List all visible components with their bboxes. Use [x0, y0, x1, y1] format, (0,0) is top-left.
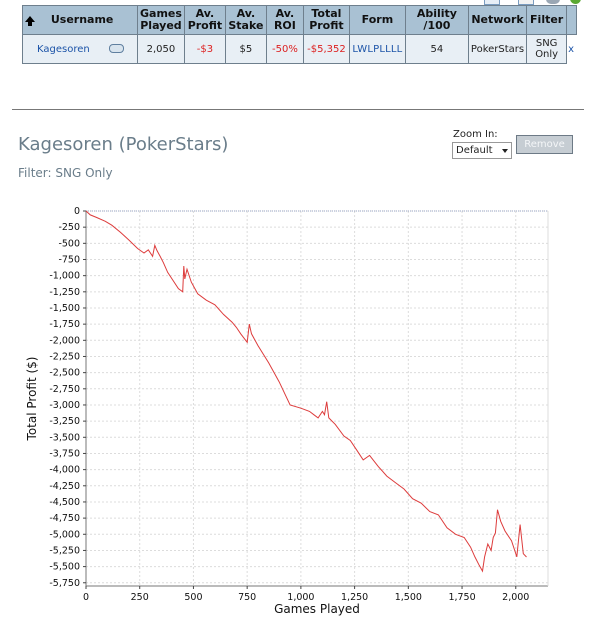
chevron-down-icon [502, 149, 508, 153]
chart-filter-label: Filter: SNG Only [18, 166, 113, 180]
chart-title: Kagesoren (PokerStars) [18, 134, 229, 155]
x-tick-label: 1,500 [395, 592, 422, 603]
y-tick-label: -4,750 [49, 513, 80, 524]
x-tick-label: 1,250 [341, 592, 368, 603]
toolbar-icons [480, 0, 591, 5]
column-header-games-played[interactable]: Games Played [137, 5, 185, 35]
column-header-network[interactable]: Network [467, 5, 528, 35]
zoom-select-value: Default [456, 145, 493, 156]
chart-ticks: 0 -250 -500 -750 -1,000 -1,250 -1,500 -1,750 -2,… [49, 206, 529, 603]
cell-av-stake: $5 [224, 34, 267, 64]
x-tick-label: 250 [131, 592, 149, 603]
column-header-filter[interactable]: Filter [526, 5, 568, 35]
column-header-av-stake[interactable]: Av. Stake [224, 5, 267, 35]
y-tick-label: -1,750 [49, 319, 80, 330]
y-tick-label: -2,750 [49, 384, 80, 395]
column-header-av-roi[interactable]: Av. ROI [265, 5, 304, 35]
y-tick-label: -2,250 [49, 351, 80, 362]
cell-username: Kagesoren [22, 34, 138, 64]
zoom-label: Zoom In: [453, 129, 498, 140]
remove-player-link[interactable]: x [566, 34, 577, 64]
chart-axes [85, 210, 549, 587]
y-tick-label: -4,250 [49, 481, 80, 492]
x-axis-label: Games Played [274, 602, 360, 616]
column-header-username[interactable]: Username [22, 5, 138, 35]
y-tick-label: -1,500 [49, 303, 80, 314]
y-tick-label: -3,750 [49, 448, 80, 459]
player-tag-icon[interactable] [108, 44, 124, 53]
y-tick-label: -750 [58, 254, 80, 265]
table-header-row: Username Games Played Av. Profit Av. Sta… [22, 5, 577, 35]
cell-games-played: 2,050 [137, 34, 185, 64]
y-tick-label: -5,250 [49, 545, 80, 556]
sort-ascending-icon[interactable] [25, 16, 35, 26]
x-tick-label: 500 [184, 592, 202, 603]
x-tick-label: 0 [83, 592, 89, 603]
column-header-form[interactable]: Form [348, 5, 406, 35]
zoom-select[interactable]: Default [452, 142, 512, 159]
cell-network: PokerStars [467, 34, 528, 64]
refresh-icon[interactable] [570, 0, 581, 4]
username-link[interactable]: Kagesoren [37, 43, 90, 55]
chart-grid [85, 210, 548, 586]
cell-total-profit: -$5,352 [302, 34, 350, 64]
column-header-total-profit[interactable]: Total Profit [302, 5, 350, 35]
cell-form: LWLPLLLL [348, 34, 406, 64]
table-row: Kagesoren 2,050 -$3 $5 -50% -$5,352 LWLP… [22, 34, 577, 64]
x-tick-label: 1,750 [448, 592, 475, 603]
y-tick-label: -5,750 [49, 578, 80, 589]
y-tick-label: -5,500 [49, 562, 80, 573]
y-tick-label: -5,000 [49, 529, 80, 540]
y-tick-label: -3,000 [49, 400, 80, 411]
y-tick-label: -2,500 [49, 368, 80, 379]
remove-button[interactable]: Remove [516, 135, 573, 154]
x-tick-label: 2,000 [502, 592, 529, 603]
player-stats-table: Username Games Played Av. Profit Av. Sta… [22, 5, 577, 64]
cell-ability: 54 [404, 34, 469, 64]
y-axis-label: Total Profit ($) [25, 357, 39, 442]
y-tick-label: -1,000 [49, 271, 80, 282]
y-tick-label: -1,250 [49, 287, 80, 298]
cell-av-profit: -$3 [183, 34, 226, 64]
y-tick-label: -2,000 [49, 335, 80, 346]
column-header-ability[interactable]: Ability /100 [404, 5, 469, 35]
settings-icon[interactable] [546, 0, 560, 4]
y-tick-label: -3,250 [49, 416, 80, 427]
cell-filter: SNG Only [526, 34, 568, 64]
profit-series-line [85, 210, 527, 573]
x-tick-label: 1,000 [287, 592, 314, 603]
y-tick-label: -4,500 [49, 497, 80, 508]
y-tick-label: -500 [58, 238, 80, 249]
profit-chart: 0 -250 -500 -750 -1,000 -1,250 -1,500 -1,750 -2,… [25, 206, 549, 616]
column-header-remove [566, 5, 577, 35]
x-tick-label: 750 [238, 592, 256, 603]
section-divider [12, 109, 584, 110]
y-tick-label: -3,500 [49, 432, 80, 443]
table-icon[interactable] [484, 0, 500, 5]
form-link[interactable]: LWLPLLLL [352, 43, 403, 55]
y-tick-label: -4,000 [49, 465, 80, 476]
column-header-av-profit[interactable]: Av. Profit [183, 5, 226, 35]
cell-av-roi: -50% [265, 34, 304, 64]
y-tick-label: -250 [58, 222, 80, 233]
document-icon[interactable] [518, 0, 534, 5]
y-tick-label: 0 [74, 206, 80, 217]
plot-area [86, 211, 548, 586]
